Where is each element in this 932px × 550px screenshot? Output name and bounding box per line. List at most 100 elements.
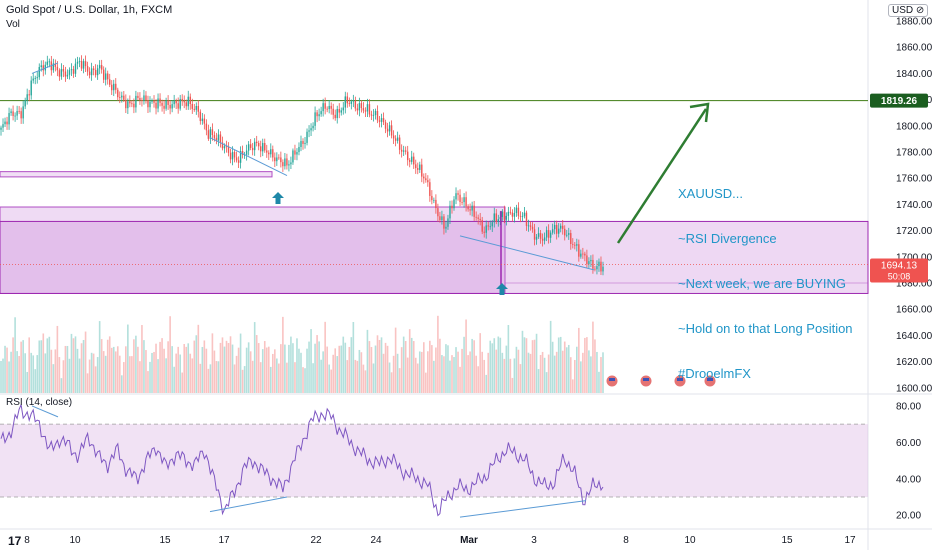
candle [463,193,465,208]
candle [48,58,51,68]
candle-body [475,216,477,218]
candle-body [427,180,429,183]
candle [189,93,191,110]
candle [346,92,349,108]
volume-bar [563,341,566,393]
candle-body [229,152,232,160]
volume-bar [499,337,502,393]
volume-bar [42,333,45,393]
volume-bar [483,359,486,393]
volume-bar [338,345,341,393]
candle [54,59,57,72]
candle-body [107,73,109,80]
volume-bar [169,316,171,393]
candle [533,223,536,246]
candle [475,211,477,221]
volume-bar [100,339,103,393]
candle [8,107,10,130]
volume-bar [346,360,349,393]
volume-bar [370,346,373,393]
price-tick-label: 1800.00 [896,121,932,132]
candle [18,106,20,115]
candle [564,225,566,241]
candle [358,97,361,117]
candle [312,122,314,132]
last-price-label: 1694.13 [881,260,918,271]
candle [380,113,383,128]
candle-body [90,68,93,76]
candle-body [78,61,81,62]
candle-body [143,95,145,101]
candle [74,58,77,77]
volume-bar [255,335,258,393]
volume-bar [104,355,107,393]
time-tick-label: 22 [310,535,322,546]
currency-badge[interactable]: USD ⊘ [888,4,929,17]
candle-body [139,97,141,101]
candle [596,260,598,275]
volume-bar [304,368,306,393]
candle-body [443,216,445,229]
candle [553,220,556,235]
candle-body [517,207,520,216]
candle [417,162,419,175]
volume-bar [308,341,310,393]
candle-body [215,137,218,141]
event-flag-stripe [677,378,683,381]
time-tick-label: 15 [781,535,793,546]
volume-bar [114,351,117,393]
volume-bar [392,355,395,393]
volume-bar [467,355,469,393]
candle [288,160,290,172]
volume-bar [515,346,518,393]
volume-bar [78,358,81,393]
volume-bar [366,329,369,393]
candle [88,67,91,79]
candle [537,227,540,239]
candle-body [493,213,495,223]
volume-bar [461,348,463,393]
price-divergence-line-2 [459,235,595,271]
candle-body [177,103,179,109]
candle-body [318,114,320,117]
candle [382,112,385,126]
candle [163,99,165,114]
volume-bar [4,345,6,393]
volume-bar [318,341,320,393]
candle-body [247,144,250,151]
volume-bar [445,344,447,393]
volume-bar [44,353,47,393]
candle-body [447,218,449,227]
volume-bar [320,359,322,393]
candle-body [332,108,334,115]
volume-bar [592,321,594,393]
candle [356,103,359,115]
candle [320,106,322,117]
volume-bar [46,338,49,393]
candle [602,261,604,276]
candle-body [406,151,409,161]
candle-body [596,266,598,270]
volume-bar [314,343,316,393]
volume-bar [30,352,33,393]
candle-body [137,95,139,98]
tv-logo-bg [6,533,22,547]
volume-bar [284,344,286,393]
volume-bar [90,352,93,393]
candle-body [574,244,576,246]
time-tick-label: 10 [69,535,81,546]
volume-bar [561,350,564,393]
candle-body [370,114,373,116]
volume-bar [153,351,155,393]
volume-bar [26,371,28,393]
volume-bar [362,364,365,393]
candle-body [568,233,570,235]
volume-bar [243,366,246,393]
candle [60,63,63,80]
rsi-tick-label: 40.00 [896,474,921,485]
candle [217,129,220,147]
candle-body [173,100,175,105]
candle-body [358,103,361,111]
candle-body [560,225,562,229]
